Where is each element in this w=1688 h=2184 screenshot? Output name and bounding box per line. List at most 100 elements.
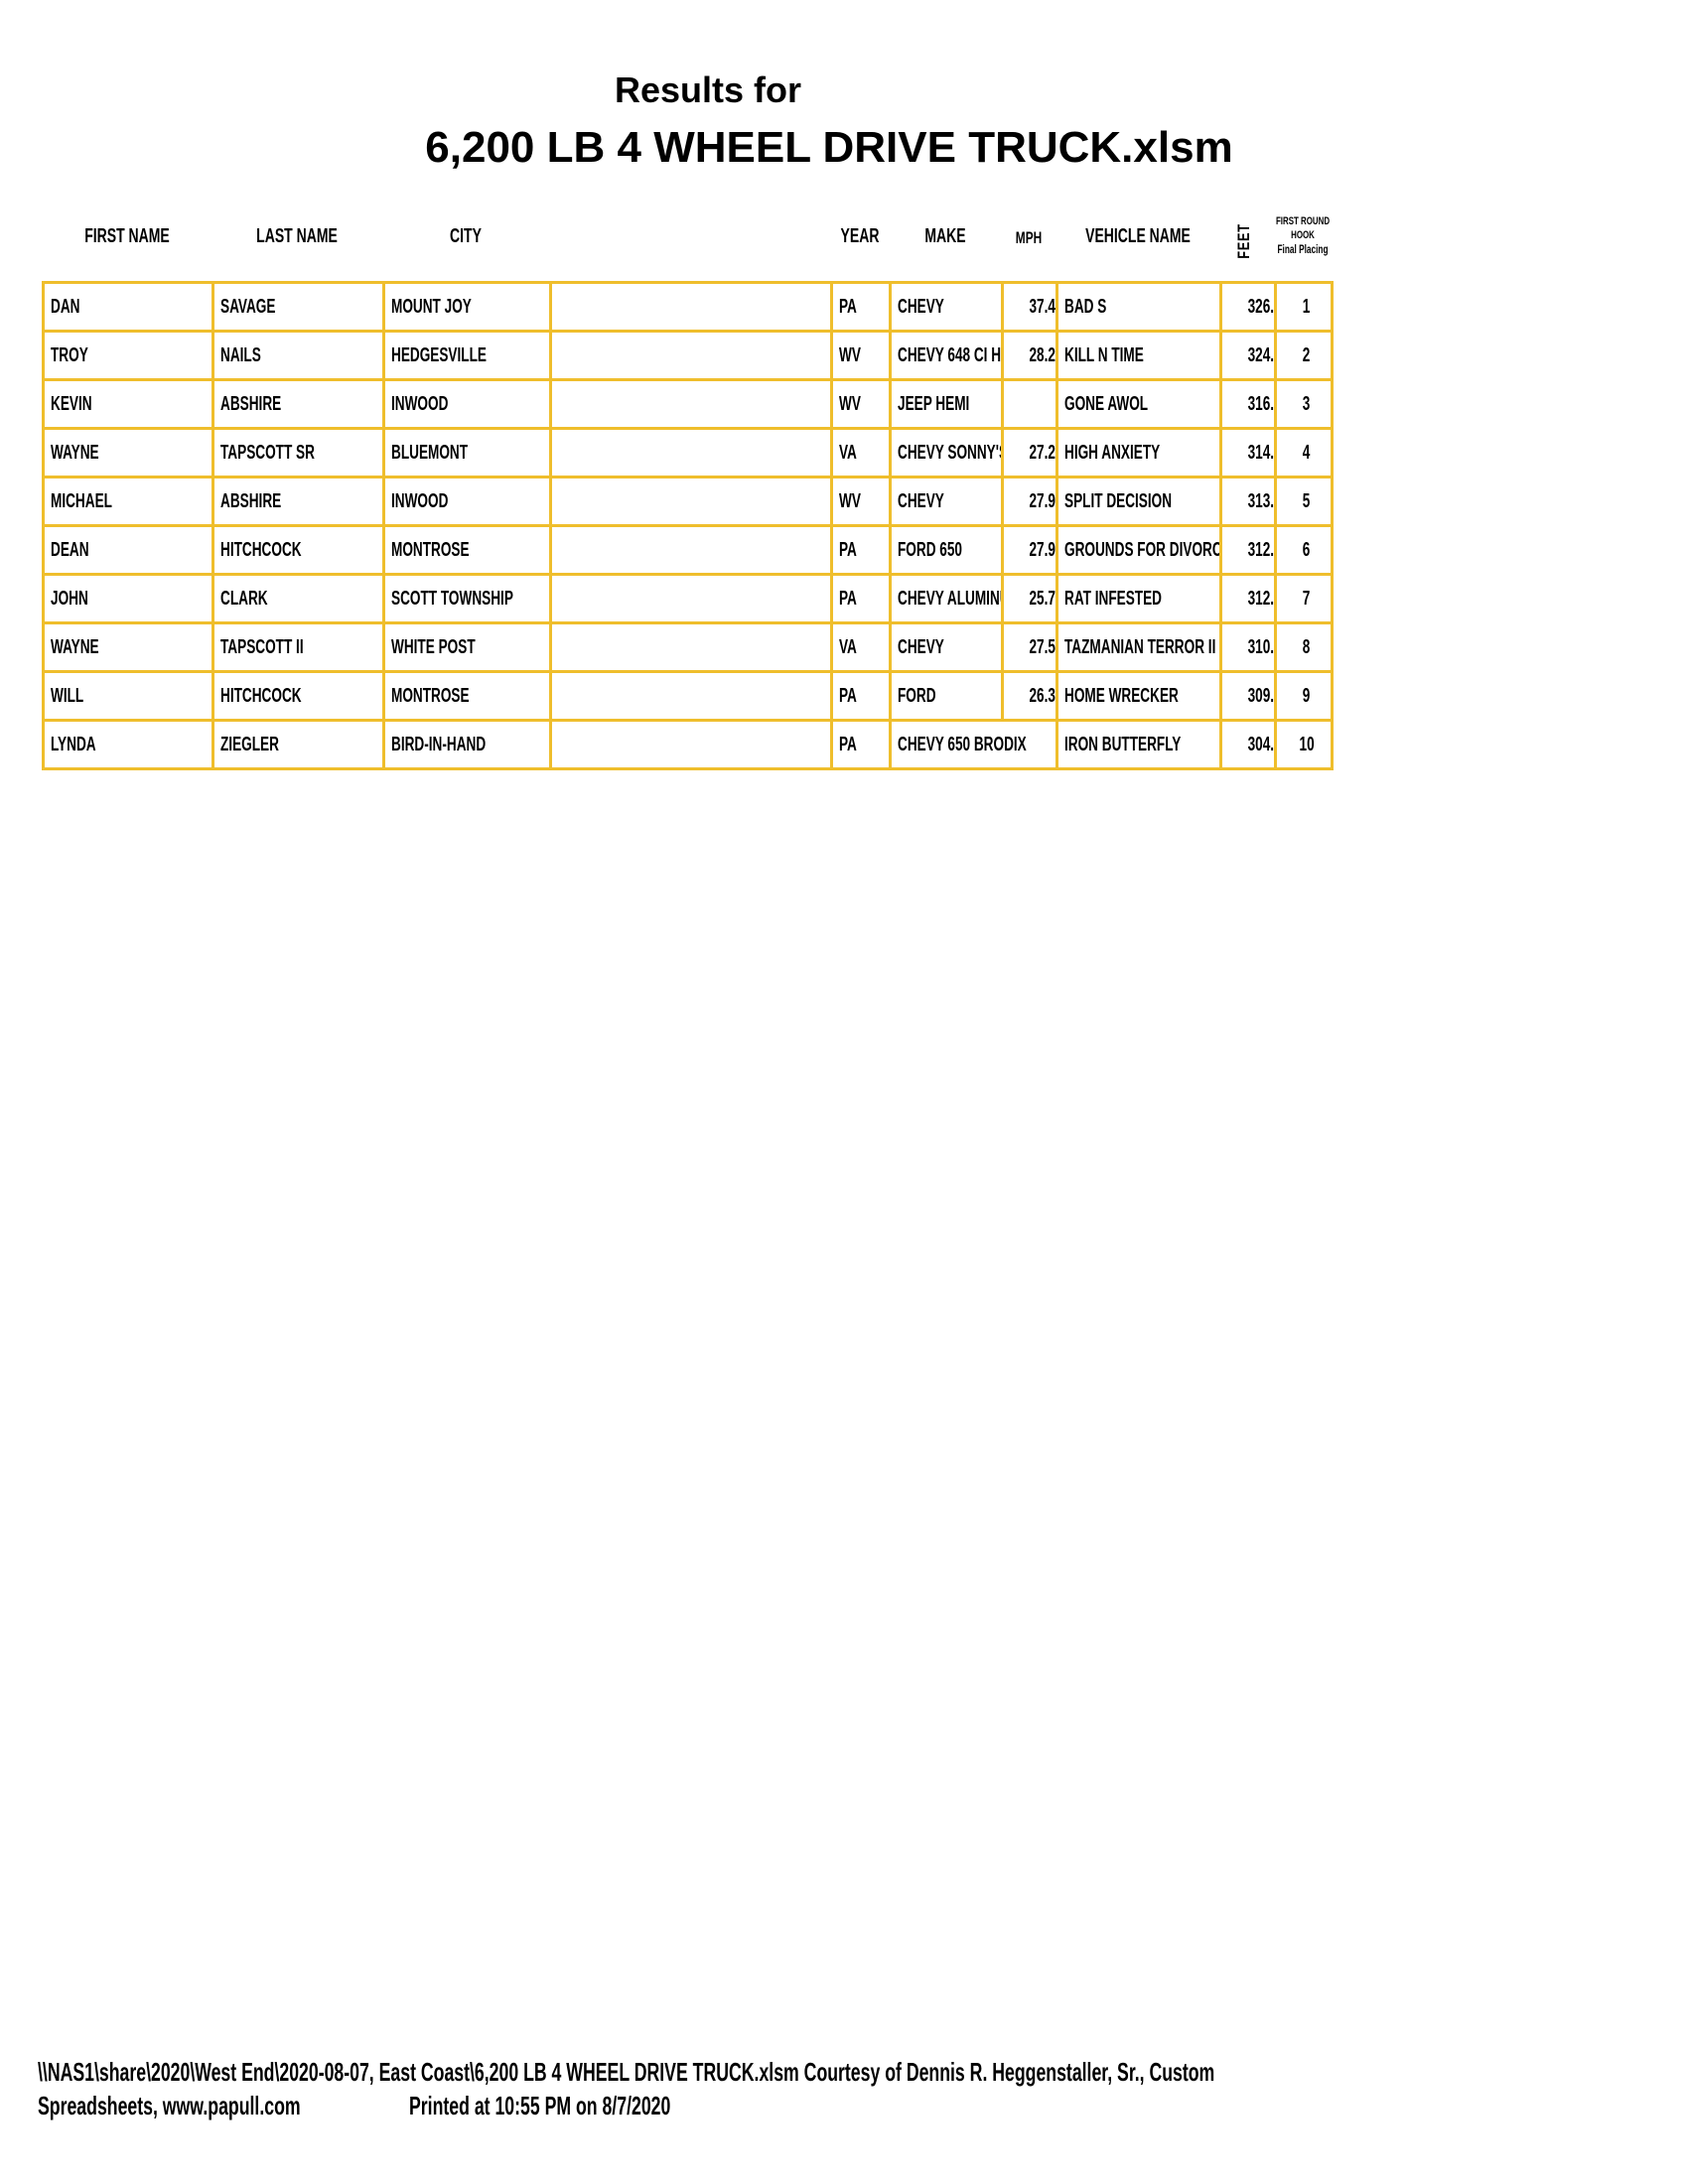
cell-city: WHITE POST: [382, 621, 552, 673]
hook-header-line2: HOOK: [1291, 229, 1315, 241]
cell-make: JEEP HEMI: [889, 378, 1004, 430]
cell-final-placing: 3: [1274, 378, 1334, 430]
table-row: WILL HITCHCOCK MONTROSE PA FORD 26.3 HOM…: [42, 670, 1334, 722]
cell-empty: [549, 427, 833, 478]
cell-final-placing: 2: [1274, 330, 1334, 381]
cell-city: INWOOD: [382, 378, 552, 430]
cell-final-placing: 4: [1274, 427, 1334, 478]
cell-mph: [1001, 378, 1058, 430]
cell-final-placing: 7: [1274, 573, 1334, 624]
cell-mph: 28.2: [1001, 330, 1058, 381]
cell-make: CHEVY SONNY'S 6: [889, 427, 1004, 478]
table-row: TROY NAILS HEDGESVILLE WV CHEVY 648 CI H…: [42, 330, 1334, 381]
cell-first-name: WILL: [42, 670, 214, 722]
table-row: DAN SAVAGE MOUNT JOY PA CHEVY 37.4 BAD S…: [42, 281, 1334, 333]
cell-city: MONTROSE: [382, 524, 552, 576]
cell-city: SCOTT TOWNSHIP: [382, 573, 552, 624]
cell-vehicle-name: IRON BUTTERFLY: [1055, 719, 1222, 770]
cell-city: MOUNT JOY: [382, 281, 552, 333]
cell-first-name: WAYNE: [42, 621, 214, 673]
cell-year: VA: [830, 621, 892, 673]
footer-printed-text: Printed at 10:55 PM on 8/7/2020: [409, 2091, 671, 2120]
cell-vehicle-name: KILL N TIME: [1055, 330, 1222, 381]
cell-vehicle-name: GROUNDS FOR DIVORCE: [1055, 524, 1222, 576]
cell-vehicle-name: GONE AWOL: [1055, 378, 1222, 430]
cell-last-name: ABSHIRE: [211, 476, 385, 527]
column-header-last-name: LAST NAME: [256, 225, 338, 247]
column-header-first-name: FIRST NAME: [84, 225, 170, 247]
cell-empty: [549, 719, 833, 770]
cell-make: FORD 650: [889, 524, 1004, 576]
cell-mph: 37.4: [1001, 281, 1058, 333]
cell-feet: 326.74: [1219, 281, 1277, 333]
cell-mph: 27.5: [1001, 621, 1058, 673]
cell-city: HEDGESVILLE: [382, 330, 552, 381]
cell-make-overflow: CHEVY 650 BRODIX: [889, 719, 1058, 770]
page-title-line2-text: 6,200 LB 4 WHEEL DRIVE TRUCK.xlsm: [425, 123, 1233, 172]
cell-vehicle-name: SPLIT DECISION: [1055, 476, 1222, 527]
cell-first-name: JOHN: [42, 573, 214, 624]
page-title-line1-text: Results for: [614, 69, 802, 110]
cell-final-placing: 10: [1274, 719, 1334, 770]
cell-vehicle-name: TAZMANIAN TERROR II: [1055, 621, 1222, 673]
cell-feet: 313.26: [1219, 476, 1277, 527]
cell-mph: 27.2: [1001, 427, 1058, 478]
cell-feet: 304.28: [1219, 719, 1277, 770]
cell-last-name: NAILS: [211, 330, 385, 381]
cell-make: CHEVY: [889, 281, 1004, 333]
cell-year: WV: [830, 330, 892, 381]
cell-year: WV: [830, 476, 892, 527]
cell-empty: [549, 281, 833, 333]
cell-year: WV: [830, 378, 892, 430]
cell-feet: 312.02: [1219, 573, 1277, 624]
cell-first-name: MICHAEL: [42, 476, 214, 527]
cell-vehicle-name: HIGH ANXIETY: [1055, 427, 1222, 478]
cell-make: CHEVY ALUMINUM: [889, 573, 1004, 624]
results-table: DAN SAVAGE MOUNT JOY PA CHEVY 37.4 BAD S…: [42, 281, 1334, 770]
cell-make: CHEVY 648 CI HEMI: [889, 330, 1004, 381]
table-row: JOHN CLARK SCOTT TOWNSHIP PA CHEVY ALUMI…: [42, 573, 1334, 624]
page-title-line2: 6,200 LB 4 WHEEL DRIVE TRUCK.xlsm: [425, 123, 1232, 173]
cell-make: CHEVY: [889, 621, 1004, 673]
cell-year: PA: [830, 670, 892, 722]
cell-empty: [549, 378, 833, 430]
cell-year: PA: [830, 719, 892, 770]
footer-spreadsheets-line: Spreadsheets, www.papull.com: [38, 2091, 424, 2121]
column-header-make: MAKE: [924, 225, 966, 247]
cell-first-name: KEVIN: [42, 378, 214, 430]
column-header-first-round-hook: FIRST ROUND HOOK Final Placing: [1276, 214, 1330, 258]
cell-empty: [549, 330, 833, 381]
cell-last-name: ZIEGLER: [211, 719, 385, 770]
cell-feet: 309.14: [1219, 670, 1277, 722]
cell-feet: 314.00: [1219, 427, 1277, 478]
table-row: MICHAEL ABSHIRE INWOOD WV CHEVY 27.9 SPL…: [42, 476, 1334, 527]
cell-vehicle-name: RAT INFESTED: [1055, 573, 1222, 624]
cell-final-placing: 8: [1274, 621, 1334, 673]
cell-final-placing: 9: [1274, 670, 1334, 722]
cell-mph: 25.7: [1001, 573, 1058, 624]
table-row: DEAN HITCHCOCK MONTROSE PA FORD 650 27.9…: [42, 524, 1334, 576]
cell-city: INWOOD: [382, 476, 552, 527]
footer-website-text: Spreadsheets, www.papull.com: [38, 2091, 301, 2120]
cell-feet: 312.83: [1219, 524, 1277, 576]
cell-final-placing: 6: [1274, 524, 1334, 576]
table-row: KEVIN ABSHIRE INWOOD WV JEEP HEMI GONE A…: [42, 378, 1334, 430]
table-row: WAYNE TAPSCOTT SR BLUEMONT VA CHEVY SONN…: [42, 427, 1334, 478]
cell-empty: [549, 670, 833, 722]
cell-empty: [549, 573, 833, 624]
cell-year: PA: [830, 524, 892, 576]
cell-mph: 27.9: [1001, 476, 1058, 527]
cell-last-name: TAPSCOTT SR: [211, 427, 385, 478]
cell-city: BLUEMONT: [382, 427, 552, 478]
cell-last-name: CLARK: [211, 573, 385, 624]
cell-last-name: HITCHCOCK: [211, 670, 385, 722]
cell-empty: [549, 476, 833, 527]
cell-make: CHEVY: [889, 476, 1004, 527]
column-header-mph: MPH: [1015, 228, 1043, 247]
cell-first-name: DAN: [42, 281, 214, 333]
table-row: WAYNE TAPSCOTT II WHITE POST VA CHEVY 27…: [42, 621, 1334, 673]
cell-first-name: TROY: [42, 330, 214, 381]
page-title-line1: Results for: [615, 69, 801, 111]
cell-feet: 324.31: [1219, 330, 1277, 381]
